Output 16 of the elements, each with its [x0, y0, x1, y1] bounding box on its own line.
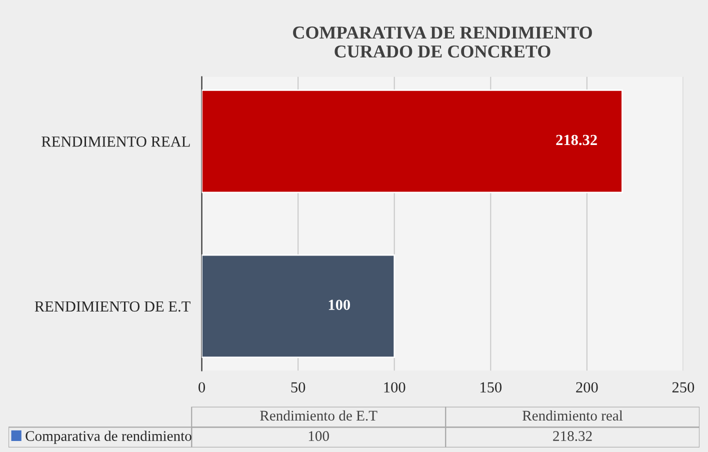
category-label: Rendimiento de E.T — [260, 410, 378, 421]
data-label: 100 — [328, 300, 350, 310]
x-tick-label: 50 — [291, 382, 306, 393]
chart-title: COMPARATIVA DE RENDIMIENTO CURADO DE CONCRETO — [293, 26, 592, 58]
category-label: Rendimiento real — [522, 410, 623, 421]
x-tick-label: 150 — [480, 382, 502, 393]
y-tick-label: RENDIMIENTO DE E.T — [34, 301, 190, 312]
legend-label: Comparativa de rendimiento — [26, 430, 192, 444]
data-label: 218.32 — [556, 134, 597, 146]
x-tick-label: 100 — [384, 382, 406, 393]
data-label: 100 — [308, 431, 329, 441]
x-tick-label: 250 — [672, 382, 694, 393]
x-tick-label: 0 — [198, 382, 206, 393]
y-tick-label: RENDIMIENTO REAL — [42, 136, 190, 147]
x-tick-label: 200 — [576, 382, 598, 393]
data-label: 218.32 — [553, 431, 592, 442]
